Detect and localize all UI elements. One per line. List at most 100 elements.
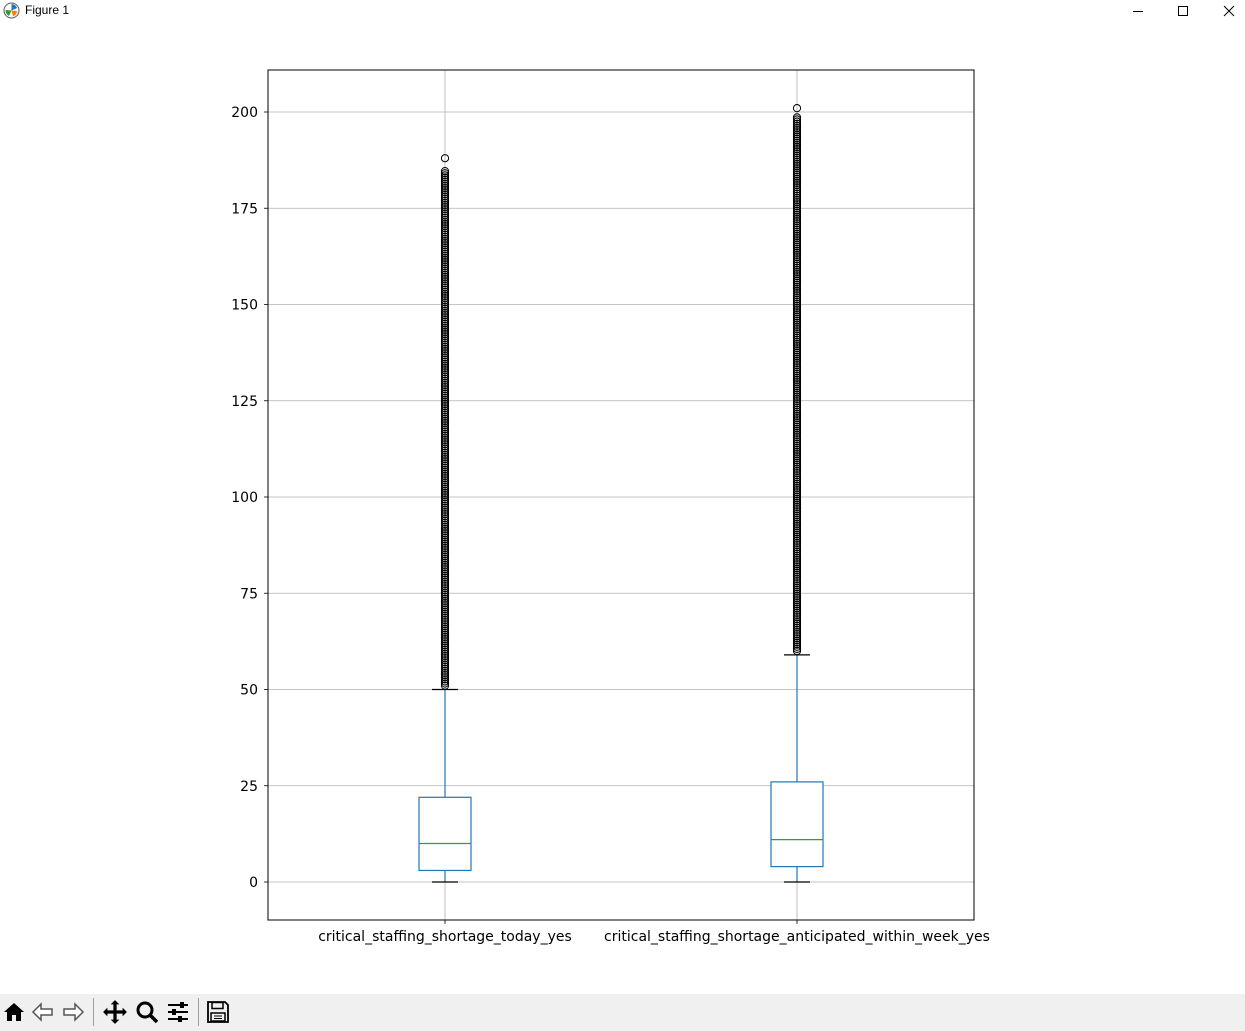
outlier-point [440, 372, 450, 381]
outlier-point [440, 486, 450, 495]
outlier-point [440, 370, 450, 379]
outlier-point [792, 428, 802, 437]
outlier-point [792, 642, 802, 651]
y-tick-label: 150 [231, 298, 258, 314]
minimize-button[interactable] [1115, 0, 1161, 22]
outlier-point [440, 651, 450, 661]
outlier-point [440, 607, 450, 616]
outlier-point [440, 302, 450, 311]
y-tick-label: 0 [249, 875, 258, 891]
outlier-point [792, 176, 802, 186]
outlier-point [440, 287, 450, 296]
outlier-point [440, 380, 450, 390]
outlier-point [792, 172, 802, 181]
outlier-point [792, 286, 802, 296]
outlier-point [440, 478, 450, 487]
save-button[interactable] [204, 998, 232, 1026]
outlier-point [440, 637, 450, 646]
navigation-toolbar [0, 994, 1245, 1031]
outlier-point [792, 295, 802, 304]
outlier-point [440, 474, 450, 483]
outlier-point [440, 414, 450, 423]
outlier-point [792, 293, 802, 302]
outlier-point [792, 250, 802, 260]
outlier-point [792, 265, 802, 274]
outlier-point [440, 332, 450, 341]
configure-subplots-button[interactable] [164, 998, 192, 1026]
outlier-point [440, 272, 450, 282]
close-button[interactable] [1206, 0, 1245, 22]
zoom-button[interactable] [133, 998, 161, 1026]
outlier-point [792, 183, 802, 192]
outlier-point [792, 598, 802, 607]
outlier-point [440, 556, 450, 565]
outlier-point [440, 423, 450, 432]
outlier-point [792, 475, 802, 484]
outlier-point [440, 310, 450, 320]
outlier-point [792, 214, 802, 224]
outlier-point [792, 449, 802, 459]
outlier-point [440, 567, 450, 576]
outlier-point [792, 388, 802, 397]
outlier-point [440, 249, 450, 258]
outlier-point [440, 277, 450, 286]
outlier-point [792, 142, 802, 152]
back-button[interactable] [29, 998, 57, 1026]
home-button[interactable] [0, 998, 28, 1026]
outlier-point [440, 594, 450, 603]
outlier-point [792, 318, 802, 327]
maximize-button[interactable] [1160, 0, 1206, 22]
outlier-point [440, 344, 450, 354]
outlier-point [440, 512, 450, 521]
outlier-point [792, 380, 802, 389]
outlier-point [792, 507, 802, 516]
outlier-point [792, 462, 802, 471]
outlier-point [440, 330, 450, 339]
outlier-point [792, 437, 802, 446]
outlier-point [440, 666, 450, 675]
outlier-point [440, 476, 450, 485]
outlier-point [792, 244, 802, 253]
outlier-point [792, 219, 802, 228]
outlier-point [440, 236, 450, 246]
outlier-point [440, 361, 450, 371]
outlier-point [792, 242, 802, 251]
pan-button[interactable] [101, 998, 129, 1026]
outlier-point [440, 171, 450, 180]
outlier-point [792, 310, 802, 319]
outlier-point [440, 620, 450, 629]
outlier-point [440, 454, 450, 464]
move-icon [103, 1000, 127, 1024]
outlier-point [440, 514, 450, 523]
outlier-point [792, 140, 802, 150]
outlier-point [440, 245, 450, 254]
outlier-point [440, 279, 450, 288]
outlier-point [440, 228, 450, 237]
outlier-point [440, 469, 450, 478]
outlier-point [440, 404, 450, 413]
box-iqr [770, 781, 824, 868]
outlier-point [440, 615, 450, 625]
outlier-point [792, 557, 802, 567]
box-iqr [418, 796, 472, 872]
outlier-point [792, 581, 802, 590]
outlier-point [440, 211, 450, 220]
outlier-point [440, 416, 450, 426]
outlier-point [440, 241, 450, 250]
outlier-point [792, 181, 802, 190]
outlier-point [792, 621, 802, 630]
outlier-point [440, 258, 450, 267]
outlier-point [792, 485, 802, 495]
outlier-point [792, 261, 802, 270]
outlier-point [792, 346, 802, 355]
outlier-point [792, 579, 802, 588]
outlier-point [792, 227, 802, 236]
outlier-point [792, 138, 802, 147]
outlier-point [792, 314, 802, 323]
outlier-point [440, 677, 450, 686]
outlier-point [440, 192, 450, 201]
forward-button[interactable] [59, 998, 87, 1026]
boxplot-chart[interactable]: 0 25 50 75 100 125 150 175 200 critical_staffing_… [0, 0, 1245, 994]
outlier-point [440, 200, 450, 210]
outlier-point [792, 401, 802, 410]
